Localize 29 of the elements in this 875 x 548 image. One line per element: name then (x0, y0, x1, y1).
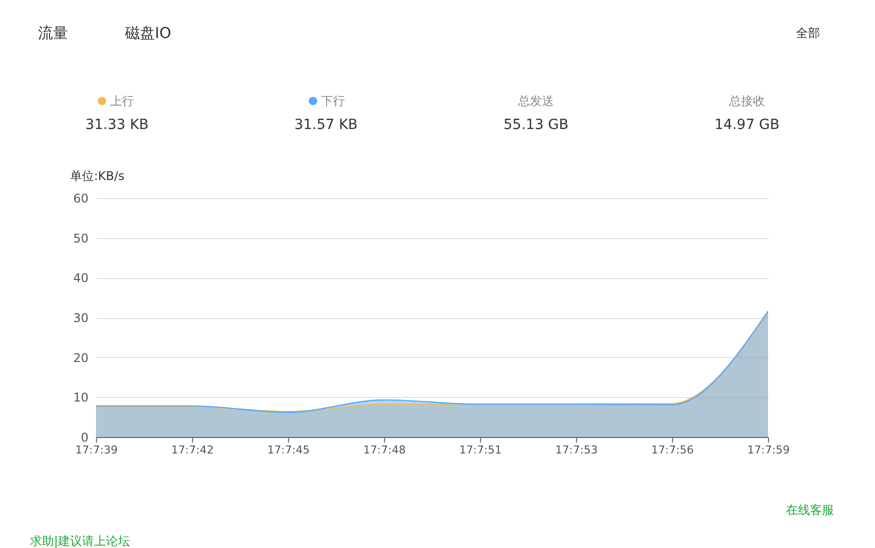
legend-label: 下行 (321, 94, 345, 108)
x-tick-label: 17:7:59 (747, 444, 790, 456)
text: 求助|建议请上论坛 (30, 534, 130, 548)
text: 14.97 GB (714, 117, 780, 133)
text: 总发送 (517, 94, 554, 108)
y-axis-title: 单位:KB/s (70, 169, 124, 183)
text: 总接收 (728, 94, 765, 108)
y-tick-label: 60 (73, 192, 88, 206)
text: 55.13 GB (504, 117, 568, 133)
text: 31.33 KB (85, 117, 149, 133)
legend-label: 上行 (110, 94, 134, 108)
y-tick-label: 20 (73, 350, 88, 365)
text: 流量 (38, 24, 68, 42)
y-tick-label: 10 (73, 390, 88, 405)
x-tick-label: 17:7:53 (555, 444, 598, 456)
x-tick-label: 17:7:48 (363, 444, 406, 456)
text: 全部 (796, 26, 820, 40)
y-tick-label: 30 (73, 311, 88, 325)
x-tick-label: 17:7:42 (171, 444, 214, 456)
text: 磁盘IO (124, 24, 172, 42)
text: 31.57 KB (294, 117, 358, 133)
x-tick-label: 17:7:39 (75, 444, 118, 456)
y-tick-label: 40 (73, 271, 88, 286)
y-tick-label: 0 (80, 430, 88, 444)
x-tick-label: 17:7:56 (651, 444, 694, 456)
x-tick-label: 17:7:51 (459, 444, 502, 456)
y-tick-label: 50 (73, 231, 88, 246)
text: 在线客服 (786, 503, 834, 517)
x-tick-label: 17:7:45 (267, 444, 310, 456)
